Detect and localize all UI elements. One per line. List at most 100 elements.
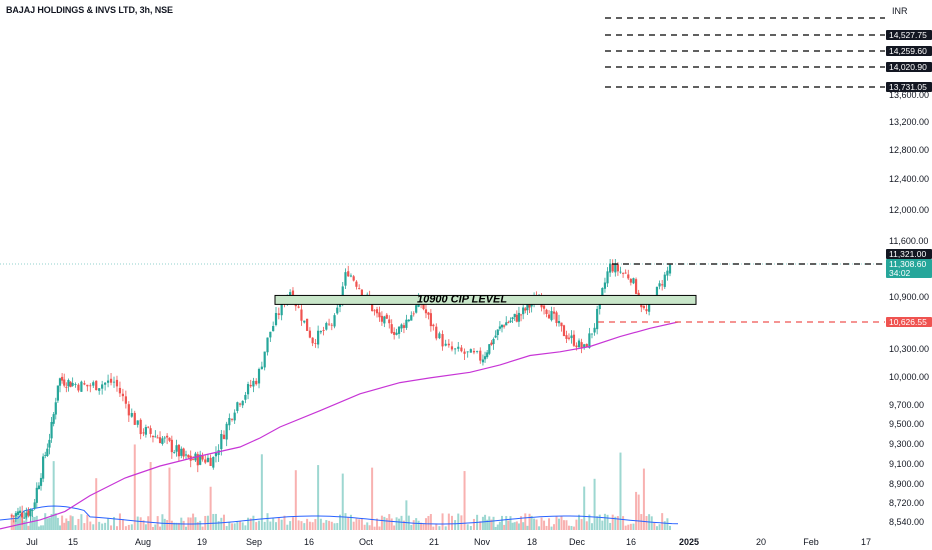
candle-body (29, 509, 32, 517)
volume-bar (65, 518, 68, 530)
last-price-tag-bg (886, 259, 932, 278)
y-tick-label: 8,540.00 (889, 517, 924, 527)
x-tick-label: Dec (569, 537, 586, 547)
candle-body (621, 273, 625, 275)
volume-bar (163, 518, 166, 530)
candle-body (39, 477, 43, 486)
volume-bar (77, 518, 80, 530)
volume-bar (422, 523, 425, 530)
volume-bar (89, 521, 92, 530)
candle-body (503, 325, 506, 327)
candle-body (71, 382, 74, 386)
candle-body (300, 309, 303, 321)
x-tick-label: 15 (68, 537, 78, 547)
volume-bar (390, 518, 393, 530)
volume-bar (622, 516, 625, 530)
volume-bar (209, 486, 212, 530)
candle-body (429, 313, 432, 327)
y-tick-label: 12,400.00 (889, 174, 929, 184)
volume-bar (528, 513, 531, 530)
candle-body (50, 422, 53, 439)
chart-overlays: 10900 CIP LEVEL (0, 17, 885, 323)
volume-bar (341, 473, 344, 530)
y-tick-label: 9,500.00 (889, 419, 924, 429)
volume-bar (417, 520, 420, 530)
volume-bar (52, 461, 55, 530)
y-tick-label: 8,720.00 (889, 498, 924, 508)
volume-bar (358, 519, 361, 530)
volume-bar (325, 520, 328, 530)
volume-bar (472, 518, 475, 530)
volume-bar (217, 521, 220, 530)
candle-body (611, 263, 614, 272)
volume-bar (333, 523, 336, 530)
volume-bar (637, 494, 640, 530)
candle-body (609, 263, 612, 273)
volume-bar (513, 522, 516, 530)
x-tick-label: 16 (626, 537, 636, 547)
candle-body (476, 351, 479, 352)
volume-bar (166, 520, 169, 530)
volume-bar (328, 520, 331, 530)
candle-body (12, 515, 15, 517)
candle-body (255, 380, 258, 385)
candle-body (163, 437, 166, 439)
candle-body (388, 319, 391, 324)
candle-body (317, 330, 320, 345)
volume-bar (494, 526, 497, 530)
volume-bar (161, 514, 164, 530)
candle-body (632, 278, 635, 284)
volume-bar (121, 519, 124, 530)
volume-bar (393, 525, 396, 530)
candle-body (101, 384, 104, 389)
volume-bar (272, 518, 275, 530)
candle-body (180, 448, 183, 456)
candle-body (18, 510, 22, 513)
candle-body (33, 502, 36, 509)
candle-body (333, 315, 336, 327)
volume-bar (371, 467, 374, 530)
volume-bar (640, 514, 643, 530)
candle-body (509, 320, 512, 322)
volume-bar (303, 523, 306, 530)
volume-bar (139, 517, 142, 530)
volume-bar (481, 516, 484, 530)
volume-bar (511, 522, 514, 530)
cip-zone[interactable] (274, 294, 697, 305)
volume-bar (185, 526, 188, 530)
candle-body (61, 376, 64, 381)
candle-body (435, 326, 438, 339)
candle-body (260, 366, 263, 370)
y-tick-label: 13,600.00 (889, 90, 929, 100)
candle-body (257, 368, 261, 384)
volume-bar (598, 514, 601, 530)
volume-bar (147, 516, 150, 530)
candle-body (65, 386, 68, 388)
volume-bar (486, 519, 489, 530)
candle-body (151, 435, 155, 438)
volume-bar (86, 514, 89, 530)
volume-bar (204, 515, 207, 530)
volume-bar (294, 470, 297, 530)
volume-bar (241, 522, 244, 530)
candle-body (463, 351, 466, 354)
candle-body (454, 348, 457, 350)
volume-bar (585, 521, 588, 530)
candle-body (550, 311, 553, 321)
volume-bar (590, 523, 593, 530)
candle-body (161, 438, 164, 444)
volume-bar (548, 518, 551, 530)
volume-bar (530, 515, 533, 530)
volume-bar (37, 526, 40, 530)
volume-bar (614, 516, 617, 530)
volume-bar (488, 516, 491, 530)
volume-bar (347, 517, 350, 530)
candle-body (444, 343, 447, 346)
candle-body (263, 351, 266, 368)
volume-bar (23, 520, 26, 530)
volume-bar (339, 514, 342, 530)
currency-label: INR (892, 6, 908, 16)
x-tick-label: 16 (304, 537, 314, 547)
y-tick-label: 13,200.00 (889, 117, 929, 127)
